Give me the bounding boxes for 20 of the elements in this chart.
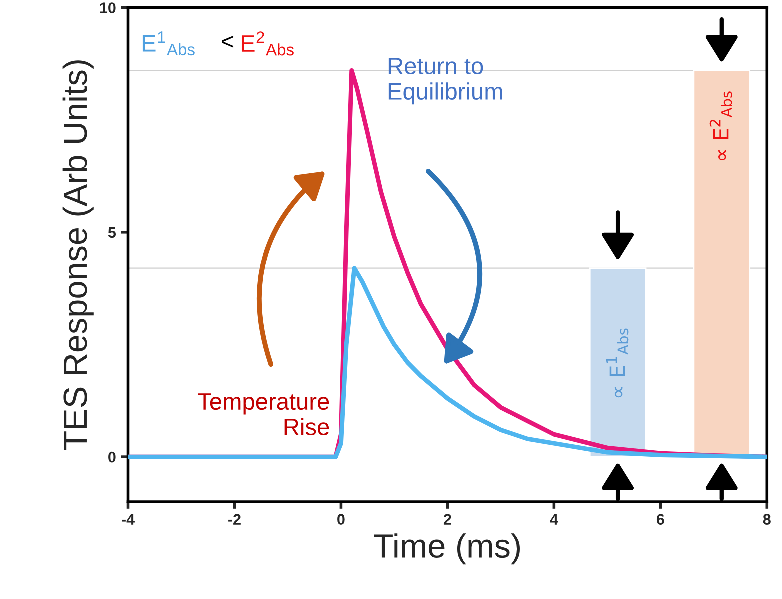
x-tick-label: 4	[550, 514, 558, 525]
line-series	[128, 266, 768, 460]
annotation: E$^{1}$$_{Abs}$	[142, 32, 195, 56]
x-tick-label: 0	[338, 514, 345, 525]
annotation: Return to Equilibrium	[388, 58, 502, 105]
annotation: ∝ E$^{2}$$_{Abs}$	[710, 92, 732, 160]
annotation: Temperature Rise	[198, 394, 330, 436]
annotation: <	[222, 36, 234, 48]
annotation: E$^{2}$$_{Abs}$	[242, 32, 294, 56]
x-tick-label: 6	[656, 514, 664, 525]
x-axis-title: Time (ms)	[374, 534, 520, 565]
annotation: ∝ E$^{1}$$_{Abs}$	[606, 328, 629, 398]
y-tick-label: 10	[100, 2, 116, 14]
x-tick-label: 2	[444, 514, 452, 525]
y-tick-label: 5	[108, 227, 116, 238]
x-tick-label: 8	[763, 514, 771, 525]
y-axis-title: TES Response (Arb Units)	[62, 60, 94, 450]
x-tick-label: -2	[228, 514, 241, 525]
y-tick-label: 0	[108, 452, 116, 463]
x-tick-label: -4	[122, 514, 135, 525]
